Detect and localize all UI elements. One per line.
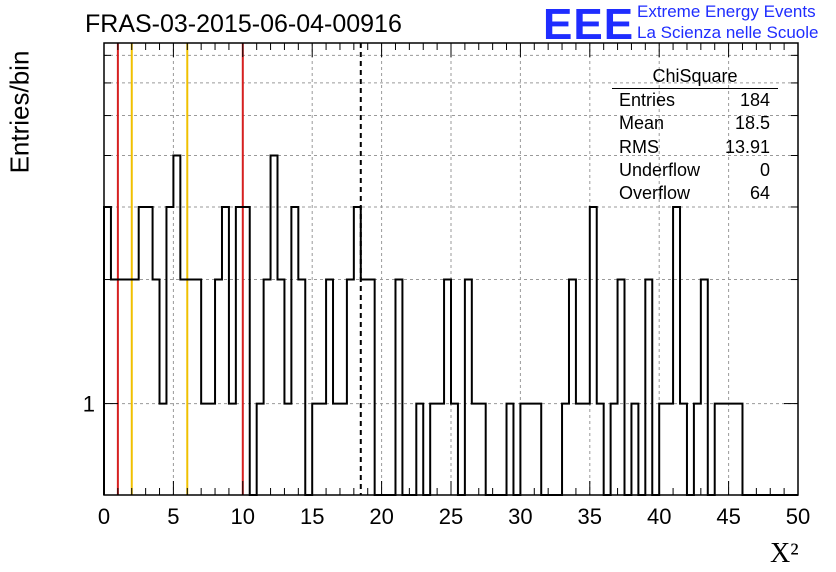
stats-label: Overflow xyxy=(619,183,691,204)
stats-value: 18.5 xyxy=(734,113,770,134)
stats-value: 0 xyxy=(759,159,770,180)
x-axis-label: X² xyxy=(770,538,799,569)
x-tick-label: 30 xyxy=(508,504,532,529)
stats-label: Mean xyxy=(619,113,665,134)
stats-row-entries: Entries 184 xyxy=(612,89,778,112)
x-tick-label: 40 xyxy=(647,504,671,529)
y-tick-label: 1 xyxy=(83,392,95,417)
stats-label: RMS xyxy=(619,136,659,157)
chart-title: FRAS-03-2015-06-04-00916 xyxy=(85,10,402,38)
stats-title: ChiSquare xyxy=(612,66,778,89)
stats-row-overflow: Overflow 64 xyxy=(612,182,778,205)
stats-row-underflow: Underflow 0 xyxy=(612,159,778,182)
stats-row-mean: Mean 18.5 xyxy=(612,112,778,135)
x-tick-label: 45 xyxy=(716,504,740,529)
histogram-series xyxy=(103,154,798,496)
x-tick-label: 0 xyxy=(98,504,110,529)
x-tick-label: 25 xyxy=(439,504,463,529)
logo-line-2: La Scienza nelle Scuole xyxy=(637,23,819,42)
eee-logo-mark: EEE xyxy=(543,0,635,49)
x-tick-label: 10 xyxy=(231,504,255,529)
x-tick-label: 50 xyxy=(786,504,810,529)
stats-value: 13.91 xyxy=(724,136,770,157)
stats-box: ChiSquare Entries 184 Mean 18.5 RMS 13.9… xyxy=(612,66,778,205)
logo-line-1: Extreme Energy Events xyxy=(637,2,816,21)
x-tick-label: 5 xyxy=(167,504,179,529)
stats-value: 64 xyxy=(749,183,770,204)
x-tick-label: 35 xyxy=(578,504,602,529)
x-tick-label: 20 xyxy=(369,504,393,529)
stats-row-rms: RMS 13.91 xyxy=(612,136,778,159)
stats-label: Entries xyxy=(619,90,676,110)
x-tick-label: 15 xyxy=(300,504,324,529)
stats-label: Underflow xyxy=(619,159,701,180)
stats-value: 184 xyxy=(739,90,770,110)
